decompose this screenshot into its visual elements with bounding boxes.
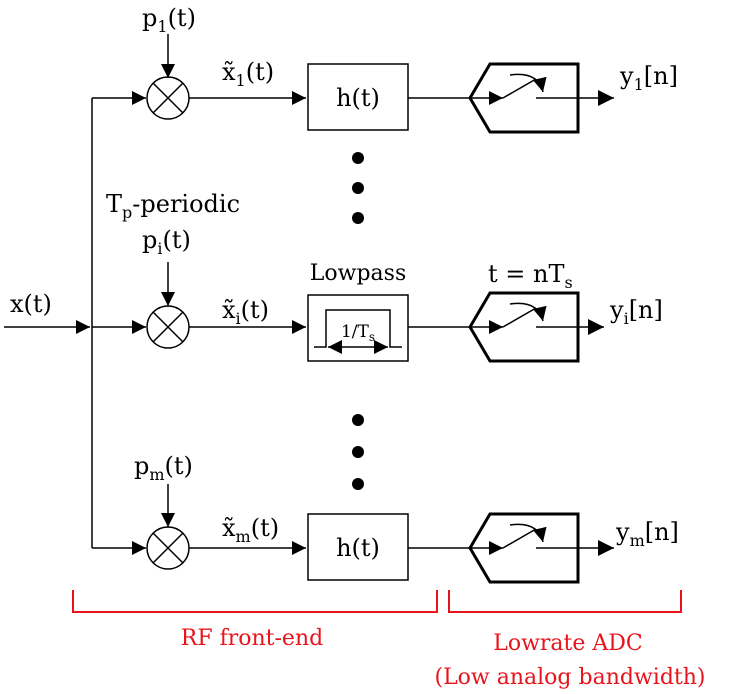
pulse-label-1: p1(t) [142, 4, 196, 36]
mixer-m [146, 526, 190, 570]
adc-label-line2: (Low analog bandwidth) [434, 665, 705, 690]
sampling-label: t = nTs [488, 260, 573, 292]
input-signal-label: x(t) [10, 290, 52, 318]
output-label-i: yi[n] [609, 296, 663, 328]
mixed-label-i: x̃i(t) [222, 296, 269, 328]
adc-label-line1: Lowrate ADC [493, 631, 643, 656]
rf-frontend-label: RF front-end [181, 626, 323, 651]
rf-frontend-bracket [72, 590, 438, 613]
ellipsis-dots-lower [352, 414, 364, 490]
periodic-label: Tp-periodic [106, 190, 240, 222]
ellipsis-dots-upper [352, 152, 364, 224]
mixed-label-1: x̃1(t) [222, 58, 274, 90]
output-label-m: ym[n] [615, 518, 679, 550]
filter-label-m: h(t) [336, 534, 380, 562]
pulse-label-m: pm(t) [134, 452, 193, 484]
branch-i: Tp-periodic pi(t) x̃i(t) Lowpass 1/Ts t … [92, 190, 663, 363]
adc-block-1 [468, 62, 614, 134]
filter-label-1: h(t) [336, 84, 380, 112]
adc-block-i [468, 291, 604, 363]
adc-block-m [468, 512, 614, 584]
mixer-i [146, 305, 190, 349]
mixer-1 [146, 76, 190, 120]
pulse-label-i: pi(t) [142, 226, 191, 258]
mixed-label-m: x̃m(t) [222, 514, 279, 546]
filter-block-1 [307, 63, 409, 131]
adc-bracket [448, 590, 682, 613]
lowpass-filter-block: 1/Ts [307, 294, 409, 362]
lowpass-bandwidth-label: 1/Ts [341, 322, 375, 344]
output-label-1: y1[n] [619, 62, 678, 94]
branch-m: pm(t) x̃m(t) h(t) ym[n] [92, 452, 679, 584]
branch-1: p1(t) x̃1(t) h(t) y1[n] [92, 4, 678, 134]
lowpass-label: Lowpass [310, 261, 406, 286]
filter-block-m [307, 513, 409, 581]
